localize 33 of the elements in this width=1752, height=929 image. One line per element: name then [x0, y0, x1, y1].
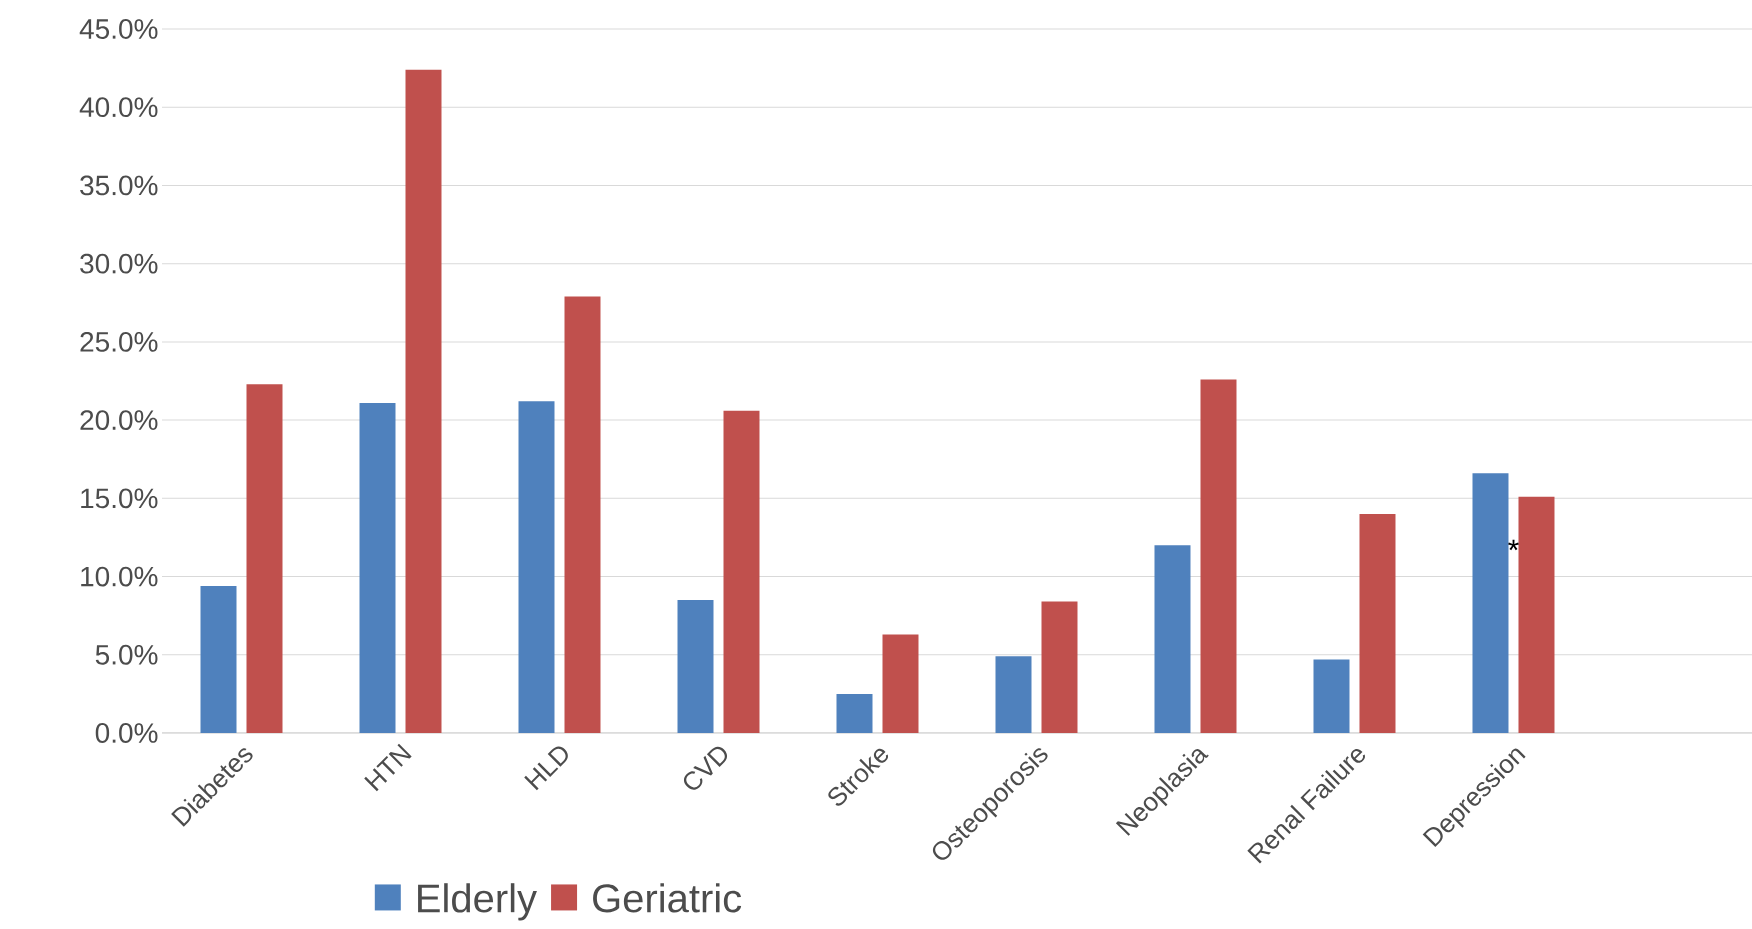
bar — [405, 69, 442, 733]
bar — [1313, 659, 1350, 733]
x-tick-label: HLD — [524, 746, 568, 791]
y-tick-label: 25.0% — [80, 331, 158, 352]
bar — [359, 402, 396, 733]
legend-label: Elderly — [418, 883, 537, 921]
bar — [564, 296, 601, 733]
y-tick-label: 45.0% — [79, 19, 158, 39]
y-tick-label: 20.0% — [80, 410, 158, 431]
bar — [246, 384, 283, 733]
bar — [1200, 379, 1237, 733]
bar — [882, 634, 919, 733]
bar — [1041, 601, 1078, 733]
bar — [1472, 473, 1509, 733]
bar — [200, 585, 237, 733]
legend-label: Geriatric — [593, 883, 742, 913]
bar — [677, 600, 714, 733]
bar — [723, 410, 760, 733]
bar — [995, 656, 1032, 733]
y-tick-label: 30.0% — [80, 253, 158, 274]
y-tick-label: 35.0% — [80, 175, 158, 196]
bar — [1359, 513, 1396, 733]
y-tick-label: 5.0% — [95, 644, 158, 665]
y-tick-label: 10.0% — [81, 566, 158, 587]
bar — [836, 693, 873, 733]
y-tick-label: 40.0% — [79, 97, 158, 118]
bar — [1154, 545, 1191, 733]
bar — [518, 401, 555, 733]
bar — [1518, 496, 1555, 733]
annotation: * — [1508, 539, 1519, 551]
y-tick-label: 0.0% — [95, 723, 158, 743]
y-tick-label: 15.0% — [81, 488, 158, 509]
x-tick-label: CVD — [683, 746, 728, 790]
